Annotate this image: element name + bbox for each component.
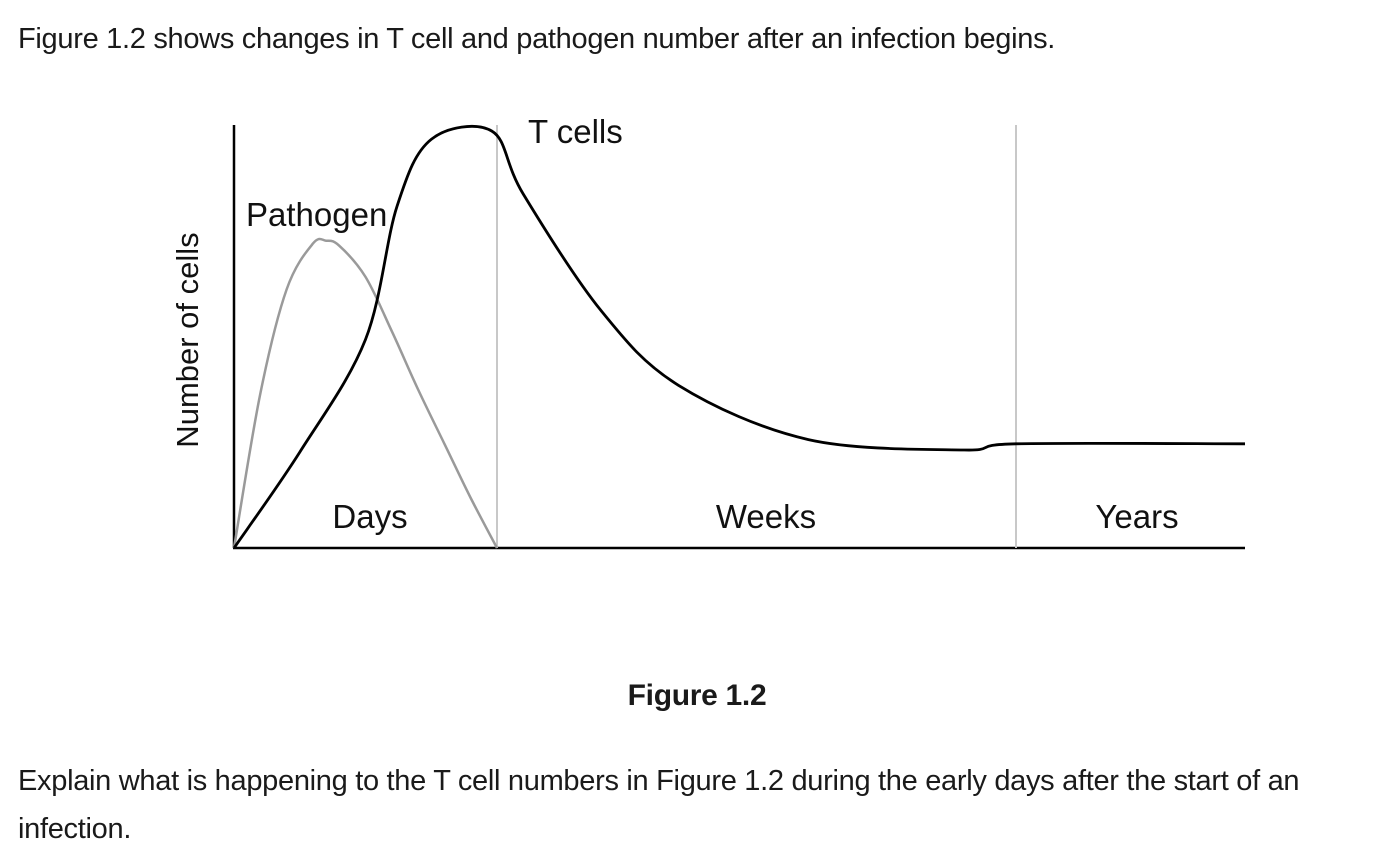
series-line-pathogen <box>232 237 499 549</box>
y-axis-label: Number of cells <box>170 232 205 447</box>
segment-label-days: Days <box>332 498 407 535</box>
series-label-t-cells: T cells <box>528 113 623 150</box>
figure-caption: Figure 1.2 <box>627 679 767 712</box>
segment-label-years: Years <box>1095 498 1178 535</box>
question-prompt: Explain what is happening to the T cell … <box>18 765 1300 845</box>
chart: Number of cells Days Weeks Years Pathoge… <box>170 113 1246 550</box>
series-label-pathogen: Pathogen <box>246 196 387 233</box>
question-intro: Figure 1.2 shows changes in T cell and p… <box>18 23 1056 55</box>
figure: Number of cells Days Weeks Years Pathoge… <box>170 113 1246 550</box>
series-line-t-cells <box>232 124 1246 549</box>
segment-label-weeks: Weeks <box>716 498 816 535</box>
